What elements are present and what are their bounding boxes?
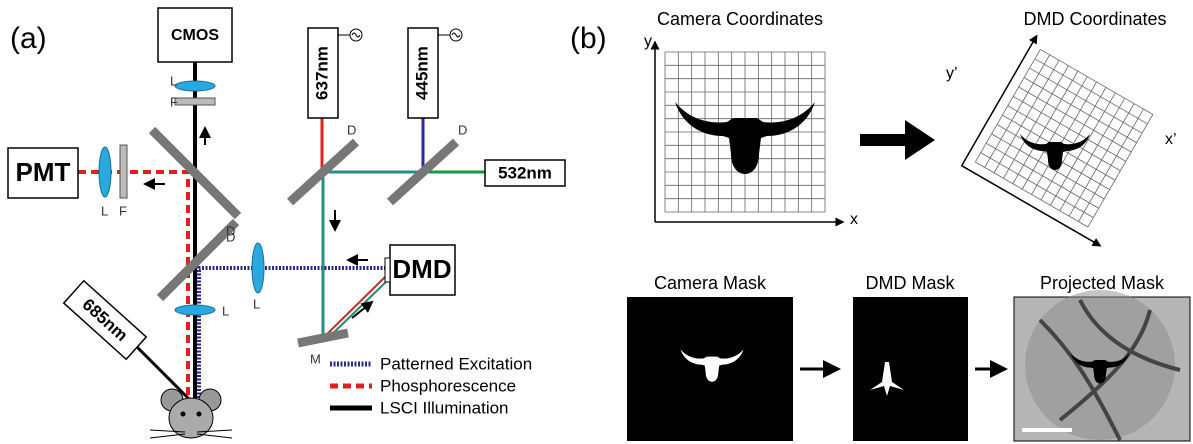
mask-title: Projected Mask xyxy=(1040,273,1165,293)
power-icons xyxy=(338,28,463,42)
mirror-label: M xyxy=(310,351,321,366)
mirror xyxy=(297,328,349,348)
dmd-mask xyxy=(853,297,968,441)
cmos-label: CMOS xyxy=(171,27,219,44)
lens xyxy=(251,242,265,294)
dichroic xyxy=(156,218,240,302)
grid-line xyxy=(991,133,1105,200)
cmos-box xyxy=(157,7,233,63)
panel-label: (b) xyxy=(570,22,607,55)
dmd-chip xyxy=(384,257,391,283)
lens xyxy=(98,146,112,198)
grid-line xyxy=(980,152,1094,218)
mouse xyxy=(149,388,233,439)
dichroic-label: D xyxy=(226,229,235,244)
mirror-label: D xyxy=(347,122,356,137)
y-axis xyxy=(960,34,1038,167)
legend-label: Phosphorescence xyxy=(380,376,516,395)
lsci-input xyxy=(128,338,192,402)
grid-line xyxy=(1040,49,1154,115)
vessels xyxy=(1038,299,1181,441)
filter xyxy=(119,144,128,199)
grid-line xyxy=(1018,86,1132,153)
mirror xyxy=(286,138,360,206)
grid-line xyxy=(1029,67,1143,134)
laser-box xyxy=(407,27,439,119)
longhorn xyxy=(1020,134,1090,170)
dmd-title: DMD Coordinates xyxy=(1023,9,1166,29)
transform-arrow xyxy=(860,120,935,160)
dmd-label: DMD xyxy=(392,254,451,284)
panel-label: (a) xyxy=(10,22,47,55)
lens xyxy=(174,304,216,316)
axis-label: y xyxy=(644,33,652,50)
pmt-box xyxy=(7,147,79,199)
laser-label: 445nm xyxy=(412,46,431,100)
lens-label: L xyxy=(253,296,260,311)
mask-title: Camera Mask xyxy=(654,273,767,293)
grid-line xyxy=(1023,77,1137,143)
lens-label: L xyxy=(170,73,177,88)
lens xyxy=(174,80,216,92)
legend-label: Patterned Excitation xyxy=(380,354,532,373)
lens-label: L xyxy=(101,203,108,218)
filter xyxy=(174,97,216,106)
combined-beam xyxy=(322,275,387,339)
grid-line xyxy=(985,142,1099,209)
axis-label: x xyxy=(850,211,858,228)
axis-label: y’ xyxy=(946,65,958,82)
longhorn xyxy=(870,362,904,396)
dichroic xyxy=(148,126,242,220)
legend-label: LSCI Illumination xyxy=(380,398,509,417)
grid-line xyxy=(975,161,1089,228)
camera-title: Camera Coordinates xyxy=(657,9,823,29)
lens-label: L xyxy=(222,303,229,318)
laser-label: 532nm xyxy=(498,163,552,182)
grid-line xyxy=(1007,105,1121,172)
pmt-label: PMT xyxy=(16,157,71,187)
excitation-beam xyxy=(197,266,386,420)
dmd-grid xyxy=(974,49,1154,228)
combined-beam xyxy=(325,279,389,341)
grid-line xyxy=(1013,96,1127,162)
grid-line xyxy=(1034,58,1148,125)
filter-label: F xyxy=(170,94,178,109)
arrow xyxy=(351,300,374,319)
axis-label: x’ xyxy=(1165,131,1177,148)
mirror xyxy=(386,138,460,206)
laser-label: 637nm xyxy=(312,46,331,100)
grid-line xyxy=(1087,114,1154,228)
dichroic-label: D xyxy=(226,223,235,238)
filter-label: F xyxy=(119,203,127,218)
mask-title: DMD Mask xyxy=(866,273,956,293)
laser-box xyxy=(62,279,148,361)
laser-box xyxy=(484,159,566,187)
scale-bar xyxy=(1022,428,1072,432)
x-axis xyxy=(961,165,1102,247)
dmd-box xyxy=(389,244,456,296)
mirror-label: D xyxy=(458,122,467,137)
panel-b: (b) Camera Coordinates y x DMD Coordinat… xyxy=(570,9,1191,442)
panel-a: (a) CMOS L F D PMT L F D L L 685nm 637nm… xyxy=(7,7,566,439)
laser-box xyxy=(307,27,339,119)
